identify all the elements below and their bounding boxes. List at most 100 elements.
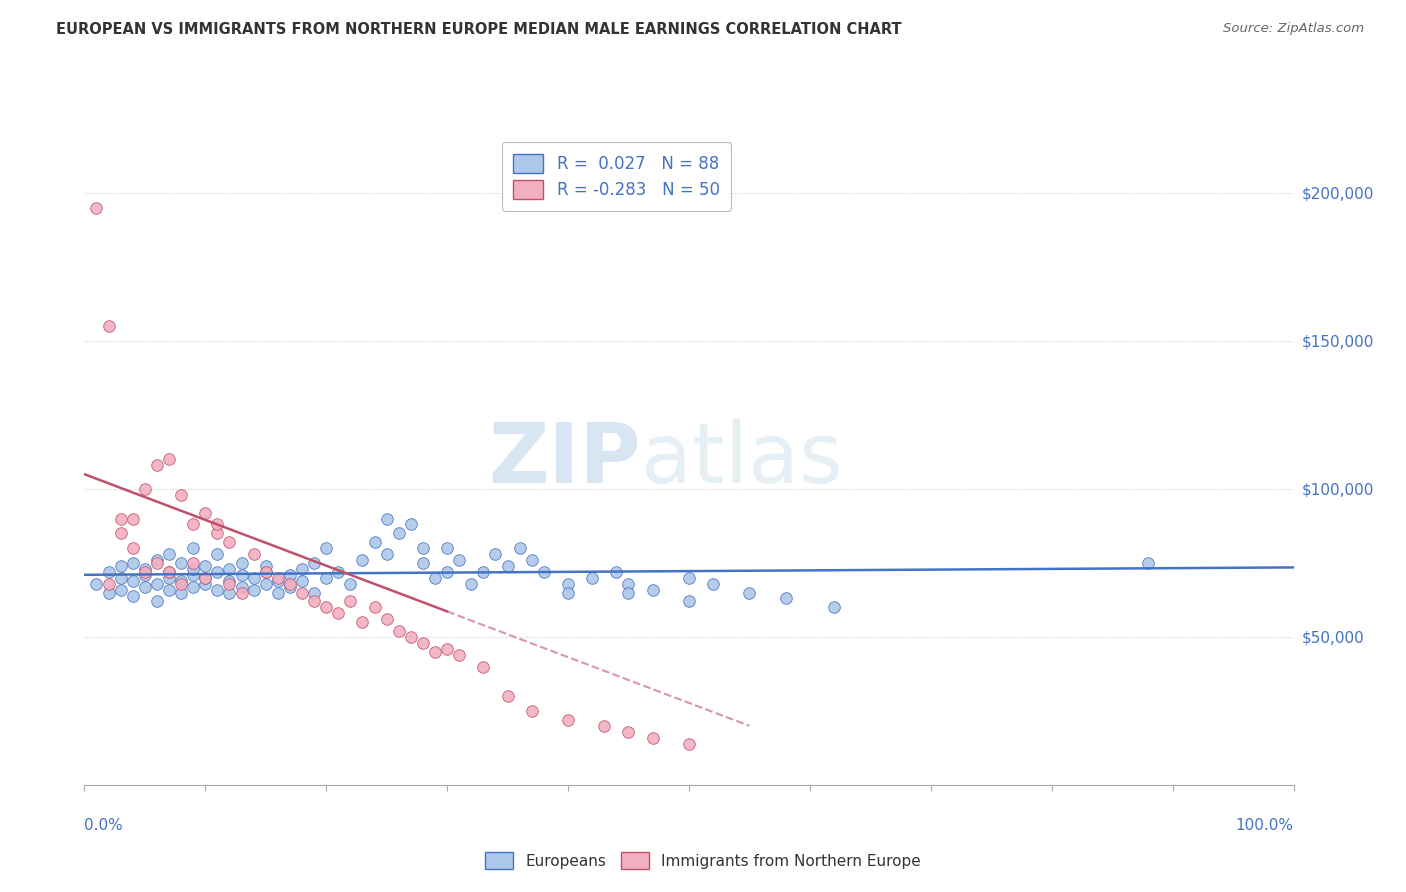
Point bbox=[291, 574, 314, 588]
Point bbox=[231, 585, 253, 599]
Point bbox=[194, 576, 217, 591]
Point bbox=[291, 585, 314, 599]
Point bbox=[399, 630, 422, 644]
Point bbox=[617, 724, 640, 739]
Point bbox=[134, 562, 156, 576]
Point bbox=[388, 526, 411, 541]
Point bbox=[110, 582, 132, 597]
Point bbox=[315, 571, 337, 585]
Point bbox=[146, 594, 169, 608]
Point bbox=[823, 600, 845, 615]
Point bbox=[194, 506, 217, 520]
Point bbox=[146, 556, 169, 570]
Point bbox=[194, 571, 217, 585]
Point bbox=[399, 517, 422, 532]
Point bbox=[412, 636, 434, 650]
Point bbox=[581, 571, 603, 585]
Text: ZIP: ZIP bbox=[488, 419, 641, 500]
Point bbox=[231, 567, 253, 582]
Point bbox=[617, 585, 640, 599]
Point bbox=[254, 565, 277, 579]
Point bbox=[702, 576, 724, 591]
Point bbox=[218, 535, 240, 549]
Point bbox=[254, 558, 277, 573]
Point bbox=[423, 571, 446, 585]
Point bbox=[97, 319, 120, 334]
Point bbox=[254, 576, 277, 591]
Point bbox=[436, 641, 458, 656]
Point bbox=[97, 565, 120, 579]
Point bbox=[242, 571, 264, 585]
Point bbox=[363, 535, 385, 549]
Point bbox=[375, 511, 398, 525]
Point bbox=[121, 589, 143, 603]
Point bbox=[218, 562, 240, 576]
Point bbox=[375, 547, 398, 561]
Point bbox=[134, 482, 156, 496]
Point bbox=[207, 526, 229, 541]
Point bbox=[157, 565, 180, 579]
Point bbox=[1137, 556, 1160, 570]
Point bbox=[291, 562, 314, 576]
Point bbox=[557, 713, 579, 727]
Point bbox=[520, 704, 543, 718]
Point bbox=[170, 576, 193, 591]
Point bbox=[121, 556, 143, 570]
Point bbox=[157, 565, 180, 579]
Point bbox=[134, 580, 156, 594]
Point bbox=[363, 600, 385, 615]
Point bbox=[110, 571, 132, 585]
Text: 100.0%: 100.0% bbox=[1236, 818, 1294, 832]
Point bbox=[278, 576, 301, 591]
Point bbox=[170, 488, 193, 502]
Point bbox=[496, 558, 519, 573]
Point bbox=[520, 553, 543, 567]
Point bbox=[678, 737, 700, 751]
Text: EUROPEAN VS IMMIGRANTS FROM NORTHERN EUROPE MEDIAN MALE EARNINGS CORRELATION CHA: EUROPEAN VS IMMIGRANTS FROM NORTHERN EUR… bbox=[56, 22, 901, 37]
Point bbox=[254, 565, 277, 579]
Point bbox=[146, 553, 169, 567]
Point bbox=[352, 615, 374, 630]
Point bbox=[157, 582, 180, 597]
Point bbox=[278, 567, 301, 582]
Point bbox=[207, 565, 229, 579]
Point bbox=[97, 585, 120, 599]
Point bbox=[86, 201, 108, 215]
Point bbox=[134, 565, 156, 579]
Point bbox=[678, 594, 700, 608]
Point bbox=[678, 571, 700, 585]
Point bbox=[641, 582, 664, 597]
Point bbox=[775, 591, 797, 606]
Point bbox=[557, 576, 579, 591]
Point bbox=[412, 556, 434, 570]
Point bbox=[388, 624, 411, 638]
Point bbox=[278, 580, 301, 594]
Point bbox=[157, 571, 180, 585]
Point bbox=[86, 576, 108, 591]
Point bbox=[121, 574, 143, 588]
Point bbox=[617, 576, 640, 591]
Point bbox=[181, 567, 204, 582]
Point bbox=[302, 594, 325, 608]
Point bbox=[302, 585, 325, 599]
Point bbox=[484, 547, 506, 561]
Point bbox=[181, 562, 204, 576]
Point bbox=[242, 547, 264, 561]
Point bbox=[496, 689, 519, 703]
Point bbox=[218, 585, 240, 599]
Point bbox=[181, 517, 204, 532]
Point bbox=[339, 594, 361, 608]
Point bbox=[423, 645, 446, 659]
Point bbox=[134, 567, 156, 582]
Point bbox=[181, 541, 204, 556]
Point bbox=[328, 607, 350, 621]
Point bbox=[170, 556, 193, 570]
Point bbox=[352, 553, 374, 567]
Text: 0.0%: 0.0% bbox=[84, 818, 124, 832]
Point bbox=[170, 585, 193, 599]
Point bbox=[146, 458, 169, 473]
Point bbox=[436, 565, 458, 579]
Point bbox=[157, 547, 180, 561]
Point bbox=[509, 541, 531, 556]
Point bbox=[121, 511, 143, 525]
